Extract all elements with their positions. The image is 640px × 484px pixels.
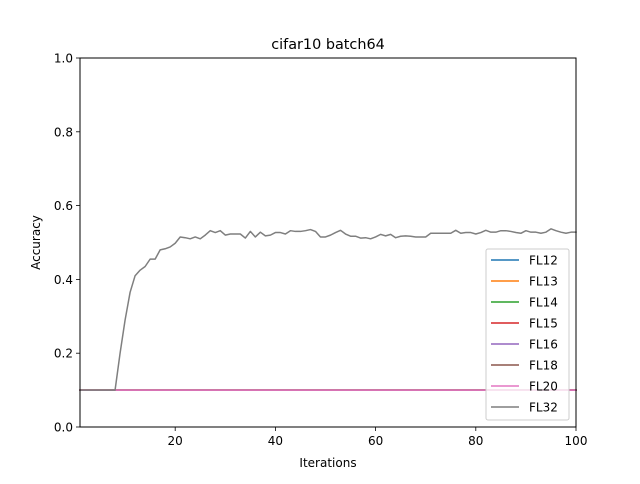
series-line-fl32 [79, 228, 577, 391]
legend-label-fl14: FL14 [529, 296, 558, 310]
y-tick-label: 0.0 [54, 421, 73, 435]
x-tick-label: 80 [468, 434, 483, 448]
legend-label-fl13: FL13 [529, 275, 558, 289]
y-axis-label: Accuracy [29, 215, 43, 270]
x-tick-label: 100 [565, 434, 588, 448]
plot-frame [79, 57, 577, 428]
legend-label-fl18: FL18 [529, 359, 558, 373]
y-tick-label: 0.4 [54, 273, 73, 287]
x-tick-label: 40 [268, 434, 283, 448]
legend: FL12 FL13 FL14 FL15 FL16 FL18 FL20 FL32 [485, 248, 570, 421]
y-tick-label: 1.0 [54, 52, 73, 66]
x-tick-label: 20 [168, 434, 183, 448]
legend-label-fl32: FL32 [529, 401, 558, 415]
series-layer [79, 228, 577, 391]
x-axis-label: Iterations [299, 456, 356, 470]
legend-label-fl12: FL12 [529, 254, 558, 268]
ticks-layer: 20 40 60 80 100 0.0 0.2 0.4 0.6 0.8 1.0 [54, 52, 588, 449]
x-tick-label: 60 [368, 434, 383, 448]
chart-title: cifar10 batch64 [271, 37, 385, 53]
legend-label-fl16: FL16 [529, 338, 558, 352]
legend-label-fl20: FL20 [529, 380, 558, 394]
y-tick-label: 0.2 [54, 347, 73, 361]
legend-label-fl15: FL15 [529, 317, 558, 331]
y-tick-label: 0.6 [54, 199, 73, 213]
legend-box [485, 248, 570, 421]
y-tick-label: 0.8 [54, 125, 73, 139]
